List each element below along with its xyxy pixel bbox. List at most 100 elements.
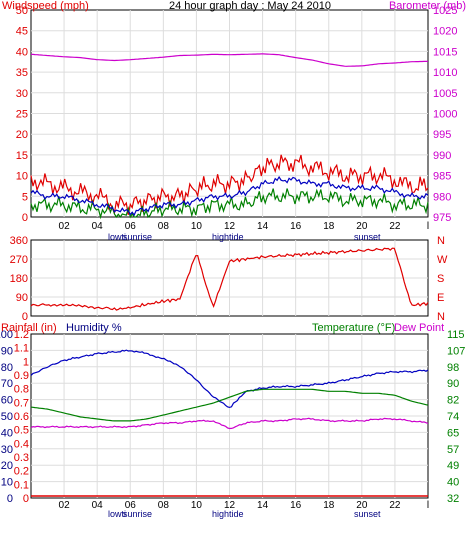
x-tick-top: 08 — [158, 221, 170, 232]
p1-right-tick: 980 — [433, 191, 451, 203]
p3-rain-tick: 1.2 — [14, 329, 29, 341]
x-tick-top: 06 — [125, 221, 137, 232]
x-tick-bottom: 02 — [59, 500, 71, 511]
humidity-label: Humidity % — [66, 322, 122, 334]
p1-left-tick: 30 — [16, 88, 28, 100]
temperature-label: Temperature (°F) — [312, 322, 395, 334]
p3-right-tick: 57 — [447, 444, 459, 456]
p3-rain-tick: 0.1 — [14, 479, 29, 491]
p2-left-tick: 90 — [16, 292, 28, 304]
p1-left-tick: 35 — [16, 67, 28, 79]
p3-right-tick: 49 — [447, 460, 459, 472]
p3-humidity-tick: 80 — [1, 362, 13, 374]
p3-right-tick: 115 — [447, 329, 465, 341]
p3-humidity-tick: 20 — [1, 460, 13, 472]
x-tick-top: 04 — [92, 221, 104, 232]
event-sunset: sunset — [354, 232, 381, 242]
p1-right-tick: 985 — [433, 171, 451, 183]
dewpoint-line — [30, 417, 429, 430]
temperature-line — [30, 388, 429, 422]
p3-right-tick: 74 — [447, 411, 459, 423]
event-hightide-bottom: hightide — [212, 509, 244, 519]
p3-rain-tick: 0.8 — [14, 384, 29, 396]
p3-humidity-tick: 0 — [7, 493, 13, 505]
p3-rain-tick: 0.6 — [14, 411, 29, 423]
p3-rain-tick: 0.3 — [14, 452, 29, 464]
p2-right-tick: W — [437, 254, 448, 266]
x-tick-top: 12 — [224, 221, 236, 232]
barometer-label: Barometer (mb) — [389, 0, 466, 12]
p3-humidity-tick: 90 — [1, 345, 13, 357]
wind-average-line — [30, 175, 429, 217]
tick-labels: 0202040406060808101012121414161618182020… — [0, 5, 465, 511]
x-tick-top: 02 — [59, 221, 71, 232]
p3-right-tick: 65 — [447, 427, 459, 439]
p1-left-tick: 10 — [16, 171, 28, 183]
p3-right-tick: 82 — [447, 395, 459, 407]
wind-low-line — [30, 188, 429, 220]
p2-right-tick: S — [437, 273, 444, 285]
p3-rain-tick: 0.5 — [14, 425, 29, 437]
x-tick-end-bottom: l — [427, 500, 429, 511]
p1-left-tick: 25 — [16, 109, 28, 121]
p2-right-tick: N — [437, 311, 445, 323]
p3-humidity-tick: 100 — [0, 329, 13, 341]
p1-right-tick: 1020 — [433, 26, 457, 38]
p1-right-tick: 1010 — [433, 67, 457, 79]
p1-right-tick: 1000 — [433, 109, 457, 121]
grid — [31, 10, 428, 498]
p3-humidity-tick: 60 — [1, 395, 13, 407]
event-lowtide-bottom: lowti — [108, 509, 126, 519]
wind-direction-line — [30, 247, 429, 311]
p1-left-tick: 15 — [16, 150, 28, 162]
p3-right-tick: 98 — [447, 362, 459, 374]
p2-left-tick: 180 — [10, 273, 28, 285]
x-tick-bottom: 04 — [92, 500, 104, 511]
series — [30, 53, 429, 497]
p3-right-tick: 107 — [447, 345, 465, 357]
event-sunrise-bottom: sunrise — [123, 509, 152, 519]
p1-right-tick: 990 — [433, 150, 451, 162]
p3-right-tick: 40 — [447, 477, 459, 489]
p3-right-tick: 32 — [447, 493, 459, 505]
p3-rain-tick: 1 — [23, 356, 29, 368]
x-tick-bottom: 06 — [125, 500, 137, 511]
event-sunrise: sunrise — [123, 232, 152, 242]
p1-left-tick: 5 — [22, 191, 28, 203]
p3-rain-tick: 0.4 — [14, 438, 29, 450]
p1-right-tick: 995 — [433, 129, 451, 141]
p2-right-tick: N — [437, 235, 445, 247]
p2-left-tick: 0 — [22, 311, 28, 323]
wind-gust-line — [30, 154, 429, 216]
p1-right-tick: 1005 — [433, 88, 457, 100]
event-sunset-bottom: sunset — [354, 509, 381, 519]
p3-humidity-tick: 40 — [1, 427, 13, 439]
p2-left-tick: 360 — [10, 235, 28, 247]
p3-humidity-tick: 50 — [1, 411, 13, 423]
x-tick-bottom: 18 — [323, 500, 335, 511]
p1-right-tick: 1015 — [433, 46, 457, 58]
p1-right-tick: 1025 — [433, 5, 457, 17]
p3-rain-tick: 0 — [23, 493, 29, 505]
x-tick-end-top: l — [427, 221, 429, 232]
x-tick-top: 14 — [257, 221, 269, 232]
dewpoint-label: Dew Point — [394, 322, 444, 334]
x-tick-bottom: 14 — [257, 500, 269, 511]
p2-left-tick: 270 — [10, 254, 28, 266]
rainfall-label: Rainfall (in) — [1, 322, 57, 334]
p3-rain-tick: 0.7 — [14, 397, 29, 409]
p3-right-tick: 90 — [447, 378, 459, 390]
p1-left-tick: 40 — [16, 46, 28, 58]
p1-left-tick: 0 — [22, 212, 28, 224]
x-tick-bottom: 16 — [290, 500, 302, 511]
p3-rain-tick: 0.2 — [14, 466, 29, 478]
p1-right-tick: 975 — [433, 212, 451, 224]
barometer-line — [30, 53, 429, 67]
x-tick-bottom: 10 — [191, 500, 203, 511]
p3-humidity-tick: 30 — [1, 444, 13, 456]
p3-rain-tick: 1.1 — [14, 343, 29, 355]
x-tick-top: 16 — [290, 221, 302, 232]
event-lowtide: lowti — [108, 232, 126, 242]
windspeed-label: Windspeed (mph) — [2, 0, 89, 12]
